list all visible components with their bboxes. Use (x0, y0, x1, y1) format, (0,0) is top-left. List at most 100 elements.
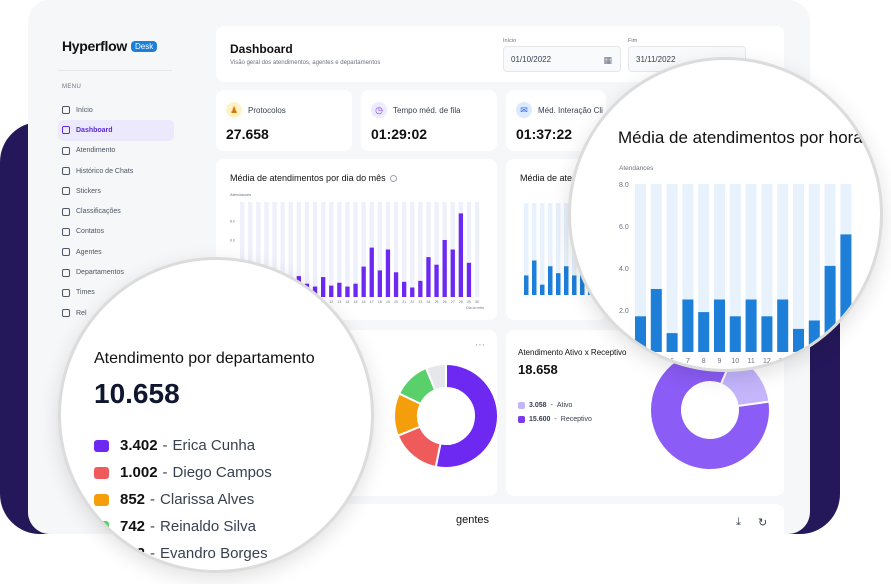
magnifier-hour-chart: Média de atendimentos por hora Atendance… (568, 57, 883, 372)
contacts-icon (62, 227, 70, 236)
bar-background (666, 184, 678, 352)
sidebar-item-label: Contatos (76, 228, 105, 236)
sidebar-item-2[interactable]: Atendimento (58, 141, 174, 161)
donut-slice[interactable] (424, 362, 447, 392)
department-legend-item: 852- Clarissa Alves (94, 486, 272, 513)
sidebar-item-5[interactable]: Classificações (58, 201, 174, 221)
sidebar-item-9[interactable]: Times (58, 283, 174, 303)
bar[interactable] (840, 234, 852, 352)
y-tick: 6.0 (619, 224, 629, 231)
bar[interactable] (548, 266, 553, 295)
legend-name: Reinaldo Silva (160, 518, 256, 535)
bar[interactable] (682, 299, 694, 353)
month-bar-chart: Atendances0.02.04.06.08.0123456789101112… (230, 192, 484, 310)
bar[interactable] (714, 299, 725, 353)
sidebar-menu: Início Dashboard Atendimento Histórico de C… (58, 100, 174, 323)
bar-background (434, 202, 439, 297)
bar-background (321, 202, 326, 297)
refresh-icon[interactable]: ↻ (758, 517, 768, 529)
legend-value: 1.002 (120, 464, 158, 481)
bar[interactable] (761, 316, 773, 352)
stat-label: Méd. Interação Cli (538, 106, 603, 115)
sidebar-item-7[interactable]: Agentes (58, 242, 174, 262)
bar[interactable] (466, 262, 472, 297)
bar-background (524, 203, 529, 295)
bar[interactable] (793, 328, 804, 352)
legend-active: 3.058 - Ativo (518, 402, 572, 409)
bar[interactable] (361, 266, 366, 297)
x-tick: 16 (826, 358, 834, 365)
x-tick: 5 (654, 358, 658, 365)
bar-background (377, 202, 382, 297)
bar[interactable] (369, 247, 374, 297)
donut-slice[interactable] (434, 362, 497, 469)
calendar-icon[interactable]: ▦ (603, 55, 612, 65)
legend-swatch (518, 416, 525, 423)
bar-background (540, 203, 545, 295)
sidebar-item-6[interactable]: Contatos (58, 222, 174, 242)
bar[interactable] (426, 257, 431, 297)
bar[interactable] (556, 273, 561, 295)
bar[interactable] (824, 265, 836, 352)
sidebar-item-3[interactable]: Histórico de Chats (58, 161, 174, 181)
bar[interactable] (402, 281, 407, 297)
bar[interactable] (650, 289, 662, 352)
stat-card-queue-time: ◷ Tempo méd. de fila 01:29:02 (361, 90, 497, 151)
bar[interactable] (410, 287, 415, 298)
bar-background (426, 202, 431, 297)
month-chart-title: Média de atendimentos por dia do mês (230, 173, 397, 183)
more-icon[interactable]: ⋯ (475, 340, 485, 351)
bar[interactable] (393, 272, 399, 297)
x-tick: 20 (394, 300, 398, 304)
bar[interactable] (385, 249, 391, 298)
bar[interactable] (337, 282, 342, 297)
legend-swatch (518, 402, 525, 409)
legend-swatch (94, 493, 109, 506)
brand-logo[interactable]: Hyperflow Desk (62, 38, 158, 54)
x-tick: 28 (459, 300, 463, 304)
bar[interactable] (377, 270, 382, 297)
sidebar-item-label: Stickers (76, 187, 101, 195)
bar[interactable] (524, 275, 529, 295)
legend-receptive: 15.600 - Receptivo (518, 416, 592, 423)
legend-label: Receptivo (560, 416, 592, 423)
bar-background (682, 184, 694, 352)
info-icon[interactable] (389, 175, 397, 183)
bar[interactable] (345, 286, 350, 297)
bar[interactable] (698, 312, 710, 352)
bar[interactable] (442, 240, 447, 297)
bar[interactable] (729, 316, 741, 352)
bar-background (329, 202, 334, 297)
sidebar-item-10[interactable]: Rel (58, 303, 174, 323)
bar[interactable] (808, 320, 820, 353)
dashboard-icon (62, 126, 70, 135)
sidebar-item-0[interactable]: Início (58, 100, 174, 120)
bar[interactable] (564, 266, 569, 295)
hour-bar-chart-zoomed: 2.0 4.0 6.0 8.0 4 5 6 7 8 9 10 11 12 13 14 15 16 17 (619, 182, 852, 365)
bar[interactable] (418, 280, 423, 297)
bar[interactable] (777, 299, 789, 353)
bar-background (532, 203, 537, 295)
bar[interactable] (329, 285, 334, 297)
bar[interactable] (666, 333, 678, 352)
bar[interactable] (434, 264, 439, 297)
bar[interactable] (635, 316, 646, 352)
bar[interactable] (458, 213, 463, 297)
start-date-field[interactable]: 01/10/2022 ▦ (503, 46, 621, 72)
bar[interactable] (532, 260, 537, 296)
sidebar-item-1[interactable]: Dashboard (58, 120, 174, 141)
bar-background (729, 184, 741, 352)
bar-background (256, 202, 261, 297)
history-icon (62, 167, 70, 176)
x-tick: 24 (426, 300, 430, 304)
bar[interactable] (572, 275, 577, 295)
bar[interactable] (321, 277, 326, 297)
sidebar-item-4[interactable]: Stickers (58, 181, 174, 201)
download-icon[interactable]: ⤓ (736, 516, 741, 528)
bar[interactable] (450, 249, 455, 298)
sidebar-item-8[interactable]: Departamentos (58, 262, 174, 282)
bar[interactable] (540, 284, 545, 295)
users-icon: ♟ (226, 102, 242, 118)
bar[interactable] (353, 283, 358, 297)
bar[interactable] (745, 299, 757, 353)
